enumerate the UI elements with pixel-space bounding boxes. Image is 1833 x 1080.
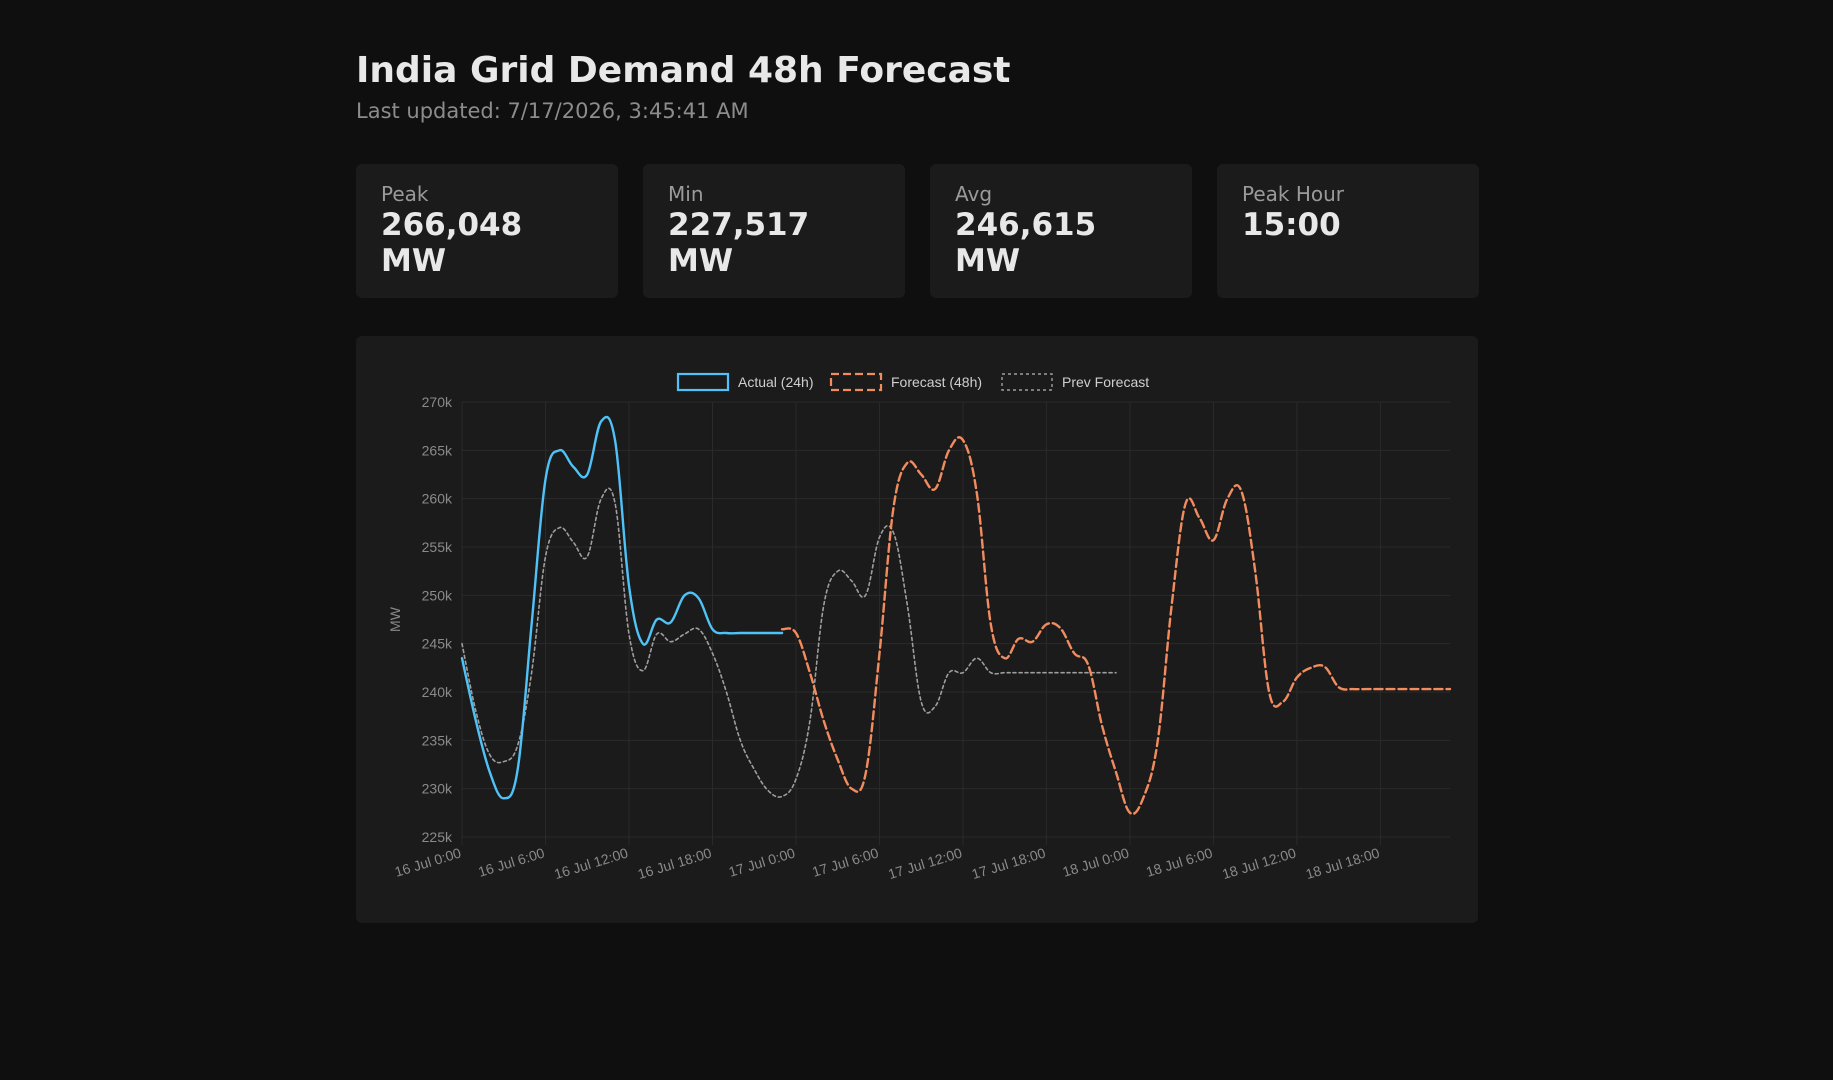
stat-card-label: Avg — [955, 182, 993, 206]
stat-card-peak: Peak 266,048 MW — [356, 164, 618, 298]
y-tick-label: 270k — [422, 394, 453, 410]
x-tick-label: 17 Jul 12:00 — [886, 845, 964, 883]
y-tick-label: 265k — [422, 442, 453, 458]
stat-card-label: Min — [668, 182, 704, 206]
stat-card-value: 266,048 MW — [381, 207, 523, 279]
x-tick-label: 16 Jul 18:00 — [636, 845, 714, 883]
legend-label: Prev Forecast — [1062, 374, 1149, 390]
stat-card-avg: Avg 246,615 MW — [930, 164, 1192, 298]
x-tick-label: 17 Jul 0:00 — [727, 845, 797, 880]
x-tick-label: 18 Jul 12:00 — [1220, 845, 1298, 883]
stat-card-peak-hour: Peak Hour 15:00 — [1217, 164, 1479, 298]
stat-card-value: 15:00 — [1242, 207, 1341, 243]
legend-swatch — [676, 372, 730, 392]
demand-chart: 225k 230k 235k 240k 245k 250k 255k 260k 265k 270k… — [387, 372, 1452, 883]
x-tick-label: 18 Jul 6:00 — [1144, 845, 1214, 880]
legend-swatch — [829, 372, 883, 392]
stat-card-label: Peak — [381, 182, 429, 206]
y-tick-label: 240k — [422, 684, 453, 700]
x-tick-label: 18 Jul 0:00 — [1061, 845, 1131, 880]
stat-card-min: Min 227,517 MW — [643, 164, 905, 298]
series-line-forecast-48h — [780, 436, 1452, 815]
y-tick-label: 250k — [422, 587, 453, 603]
x-tick-label: 18 Jul 18:00 — [1304, 845, 1382, 883]
x-tick-label: 16 Jul 12:00 — [552, 845, 630, 883]
series-line-prev-forecast — [461, 487, 1117, 798]
y-tick-label: 225k — [422, 829, 453, 845]
y-tick-label: 230k — [422, 781, 453, 797]
y-tick-label: 235k — [422, 732, 453, 748]
legend-label: Actual (24h) — [738, 374, 813, 390]
y-tick-label: 260k — [422, 491, 453, 507]
stat-cards: Peak 266,048 MW Min 227,517 MW Avg 246,6… — [356, 164, 1479, 298]
x-tick-label: 16 Jul 6:00 — [476, 845, 546, 880]
page-title: India Grid Demand 48h Forecast — [356, 50, 1011, 91]
stat-card-value: 246,615 MW — [955, 207, 1097, 279]
series-line-actual-24h — [460, 415, 784, 800]
stat-card-label: Peak Hour — [1242, 182, 1345, 206]
legend-label: Forecast (48h) — [891, 374, 982, 390]
last-updated-text: Last updated: 7/17/2026, 3:45:41 AM — [356, 99, 749, 123]
legend-swatch — [1001, 373, 1053, 391]
y-axis-title: MW — [387, 606, 403, 632]
x-tick-label: 17 Jul 6:00 — [810, 845, 880, 880]
chart-panel: 225k 230k 235k 240k 245k 250k 255k 260k 265k 270k… — [356, 336, 1478, 923]
y-tick-label: 245k — [422, 636, 453, 652]
x-tick-label: 16 Jul 0:00 — [393, 845, 463, 880]
x-tick-label: 17 Jul 18:00 — [970, 845, 1048, 883]
y-tick-label: 255k — [422, 539, 453, 555]
stat-card-value: 227,517 MW — [668, 207, 810, 279]
